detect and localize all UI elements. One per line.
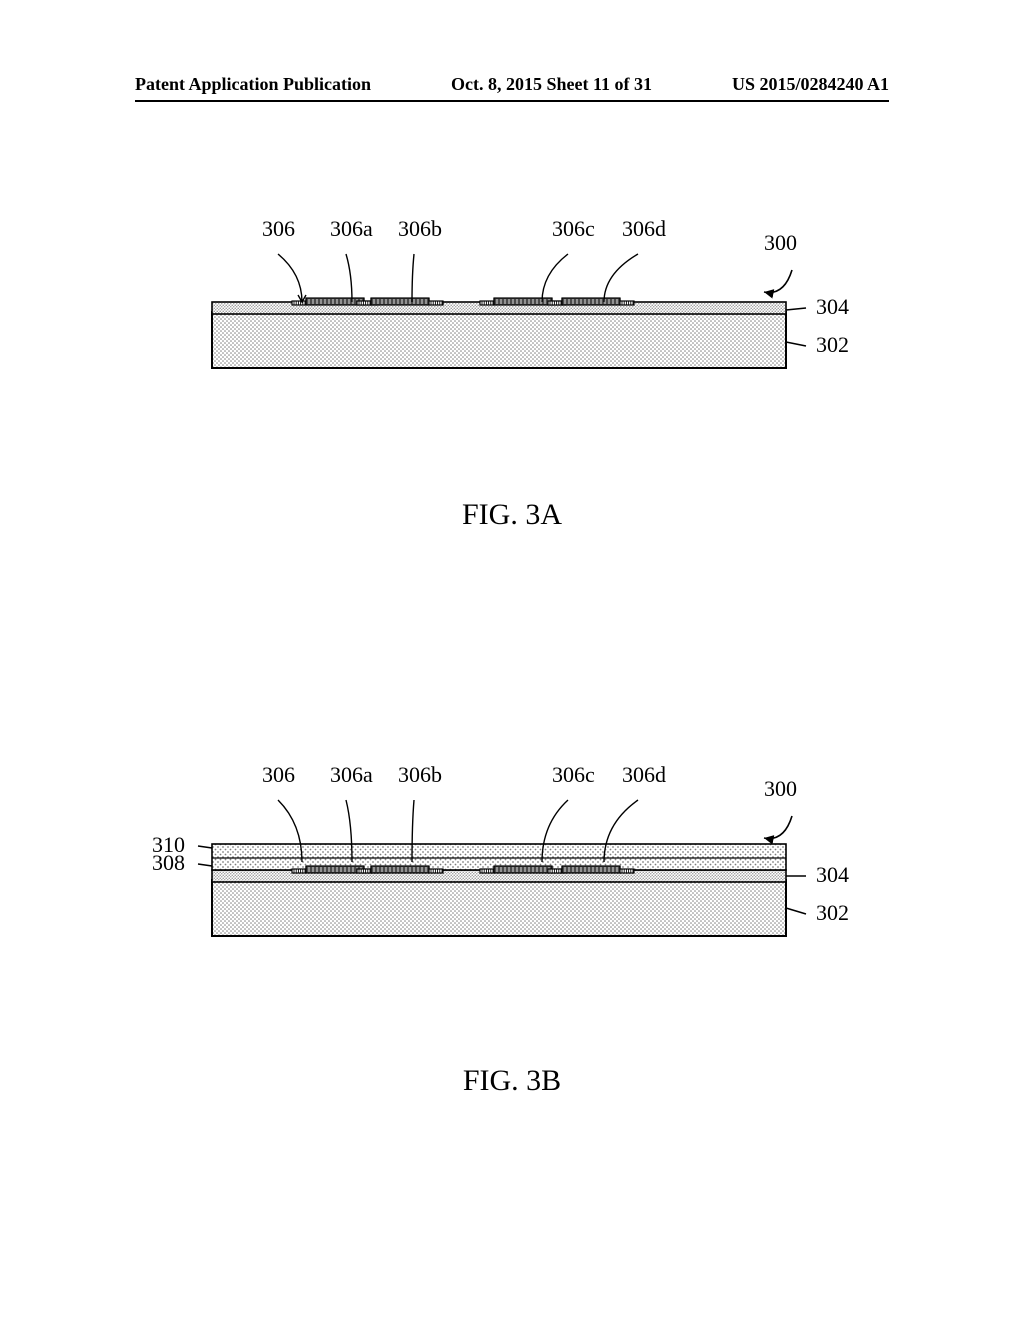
header-center: Oct. 8, 2015 Sheet 11 of 31 bbox=[451, 74, 652, 95]
figure-3a: 306 306a 306b 306c 306d 300 304 302 FIG. 3A bbox=[0, 210, 1024, 532]
svg-text:306d: 306d bbox=[622, 216, 666, 241]
figure-3b-caption: FIG. 3B bbox=[0, 1064, 1024, 1098]
svg-text:306: 306 bbox=[262, 216, 295, 241]
svg-text:306a: 306a bbox=[330, 216, 373, 241]
svg-text:306c: 306c bbox=[552, 216, 595, 241]
figure-3b-svg: 306306a306b306c306d300310308304302 bbox=[152, 756, 872, 1036]
svg-text:306a: 306a bbox=[330, 762, 373, 787]
page-header: Patent Application Publication Oct. 8, 2… bbox=[0, 74, 1024, 95]
figure-3a-caption: FIG. 3A bbox=[0, 498, 1024, 532]
header-rule bbox=[135, 100, 889, 102]
svg-text:302: 302 bbox=[816, 900, 849, 925]
svg-text:306: 306 bbox=[262, 762, 295, 787]
svg-text:304: 304 bbox=[816, 294, 849, 319]
figure-3b: 306306a306b306c306d300310308304302 FIG. … bbox=[0, 756, 1024, 1098]
svg-text:306b: 306b bbox=[398, 762, 442, 787]
svg-text:308: 308 bbox=[152, 850, 185, 875]
header-right: US 2015/0284240 A1 bbox=[732, 74, 889, 95]
svg-text:300: 300 bbox=[764, 776, 797, 801]
figure-3a-svg: 306 306a 306b 306c 306d 300 304 302 bbox=[152, 210, 872, 470]
svg-text:306b: 306b bbox=[398, 216, 442, 241]
svg-text:306d: 306d bbox=[622, 762, 666, 787]
header-left: Patent Application Publication bbox=[135, 74, 371, 95]
svg-text:306c: 306c bbox=[552, 762, 595, 787]
svg-text:300: 300 bbox=[764, 230, 797, 255]
svg-text:302: 302 bbox=[816, 332, 849, 357]
svg-text:304: 304 bbox=[816, 862, 849, 887]
